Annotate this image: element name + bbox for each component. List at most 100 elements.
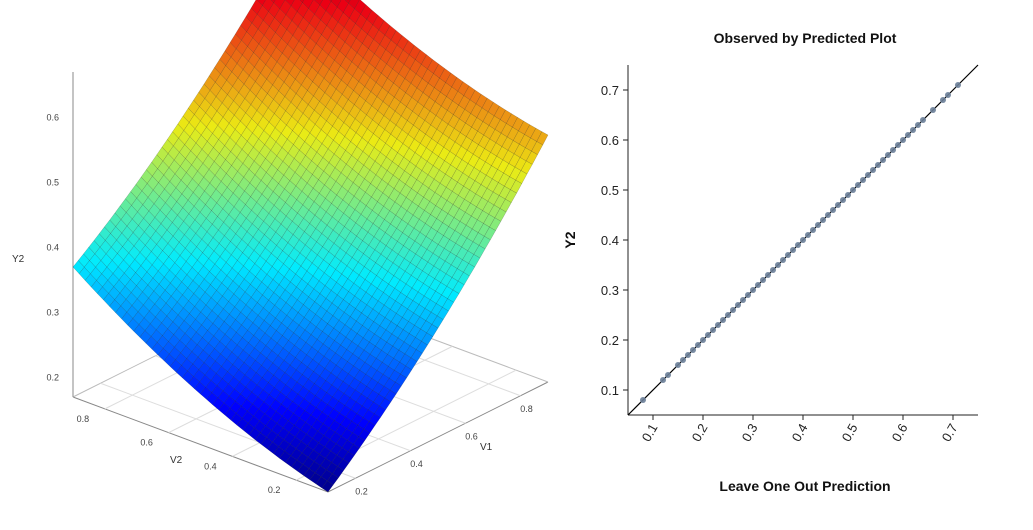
surface-facet xyxy=(361,19,374,35)
surface-x-tick-label: 0.2 xyxy=(355,486,368,496)
surface-facet xyxy=(198,83,211,99)
surface-facet xyxy=(222,108,235,124)
surface-facet xyxy=(179,247,192,262)
surface-facet xyxy=(377,279,389,293)
observed-predicted-plot[interactable]: Observed by Predicted Plot Leave One Out… xyxy=(560,0,1033,525)
surface-facet xyxy=(242,154,255,170)
surface-facet xyxy=(225,151,238,166)
surface-facet xyxy=(342,451,355,464)
surface-facet xyxy=(197,265,210,280)
surface-facet xyxy=(192,170,204,186)
surface-facet xyxy=(357,337,370,351)
surface-facet xyxy=(218,321,231,335)
surface-facet xyxy=(245,209,258,225)
surface-facet xyxy=(217,390,230,404)
scatter-point xyxy=(940,97,946,103)
x-tick-label: 0.7 xyxy=(939,421,961,444)
surface-facet xyxy=(252,228,265,243)
surface-facet xyxy=(130,285,143,300)
surface-facet xyxy=(136,190,149,206)
surface-facet xyxy=(129,259,142,273)
surface-facet xyxy=(329,0,333,2)
surface-facet xyxy=(347,444,360,456)
surface-x-tick-label: 0.4 xyxy=(410,459,423,469)
scatter-point xyxy=(900,137,906,143)
scatter-point xyxy=(810,227,816,233)
surface-facet xyxy=(259,247,272,262)
scatter-point xyxy=(870,167,876,173)
surface-facet xyxy=(183,313,196,327)
scatter-point xyxy=(665,372,671,378)
surface-facet xyxy=(165,194,177,210)
surface-facet xyxy=(125,205,138,220)
surface-facet xyxy=(200,387,213,400)
surface-facet xyxy=(275,223,288,238)
surface-facet xyxy=(190,233,203,248)
scatter-point xyxy=(805,232,811,238)
surface-facet xyxy=(343,17,356,34)
surface-facet xyxy=(212,397,225,411)
surface-y-tick-label: 0.4 xyxy=(204,461,217,471)
surface-facet xyxy=(185,150,198,166)
surface-facet xyxy=(293,239,306,254)
surface-facet xyxy=(230,412,243,426)
surface-facet xyxy=(157,250,169,265)
surface-facet xyxy=(220,65,233,81)
surface-facet xyxy=(345,47,358,63)
scatter-point xyxy=(755,282,761,288)
surface-facet xyxy=(377,292,390,306)
surface-facet xyxy=(72,260,85,275)
surface-facet xyxy=(331,377,344,390)
surface-facet xyxy=(471,117,484,132)
x-tick-label: 0.1 xyxy=(639,421,661,444)
surface-facet xyxy=(234,212,247,227)
surface-facet xyxy=(213,153,226,168)
surface-facet xyxy=(381,77,394,93)
surface-facet xyxy=(429,278,441,292)
surface-facet xyxy=(188,293,201,307)
surface-facet xyxy=(397,329,410,343)
surface-z-tick-label: 0.2 xyxy=(46,373,59,383)
surface-facet xyxy=(219,145,231,160)
surface-facet xyxy=(136,278,149,293)
surface-facet xyxy=(229,129,242,144)
surface-facet xyxy=(299,0,305,4)
surface-plot-panel: 0.2 0.3 0.4 0.5 0.6 0.2 0.4 0.6 0.8 0.2 0.4 0.6 0.8 … xyxy=(0,0,560,525)
scatter-point xyxy=(825,212,831,218)
surface-facet xyxy=(236,417,249,431)
surface-plot[interactable]: 0.20.30.40.50.60.20.40.60.80.20.40.60.8 … xyxy=(0,0,560,525)
surface-facet xyxy=(295,349,307,363)
surface-z-tick-label: 0.6 xyxy=(46,113,59,123)
surface-facet xyxy=(239,291,252,306)
surface-facet xyxy=(152,182,165,197)
surface-facet xyxy=(319,285,332,299)
surface-facet xyxy=(308,288,321,302)
scatter-point xyxy=(730,307,736,313)
surface-facet xyxy=(227,192,240,208)
surface-facet xyxy=(151,342,164,356)
surface-facet xyxy=(235,25,247,41)
surface-facet xyxy=(217,208,230,223)
surface-facet xyxy=(215,269,228,284)
scatter-point xyxy=(770,267,776,273)
surface-facet xyxy=(192,272,205,287)
surface-facet xyxy=(326,302,339,316)
surface-facet xyxy=(190,142,203,158)
surface-facet xyxy=(363,421,376,434)
surface-facet xyxy=(386,249,399,264)
surface-facet xyxy=(223,314,236,328)
surface-facet xyxy=(393,73,406,89)
surface-facet xyxy=(250,188,263,203)
surface-facet xyxy=(216,102,229,118)
y-tick-label: 0.7 xyxy=(601,83,619,98)
surface-facet xyxy=(162,153,175,168)
surface-facet xyxy=(169,262,182,277)
surface-facet xyxy=(168,334,181,348)
surface-facet xyxy=(105,246,118,261)
surface-z-tick-label: 0.5 xyxy=(46,178,59,188)
surface-facet xyxy=(99,240,112,255)
surface-facet xyxy=(162,341,175,355)
surface-facet xyxy=(175,352,187,366)
surface-facet xyxy=(157,348,170,362)
surface-facet xyxy=(406,97,419,112)
